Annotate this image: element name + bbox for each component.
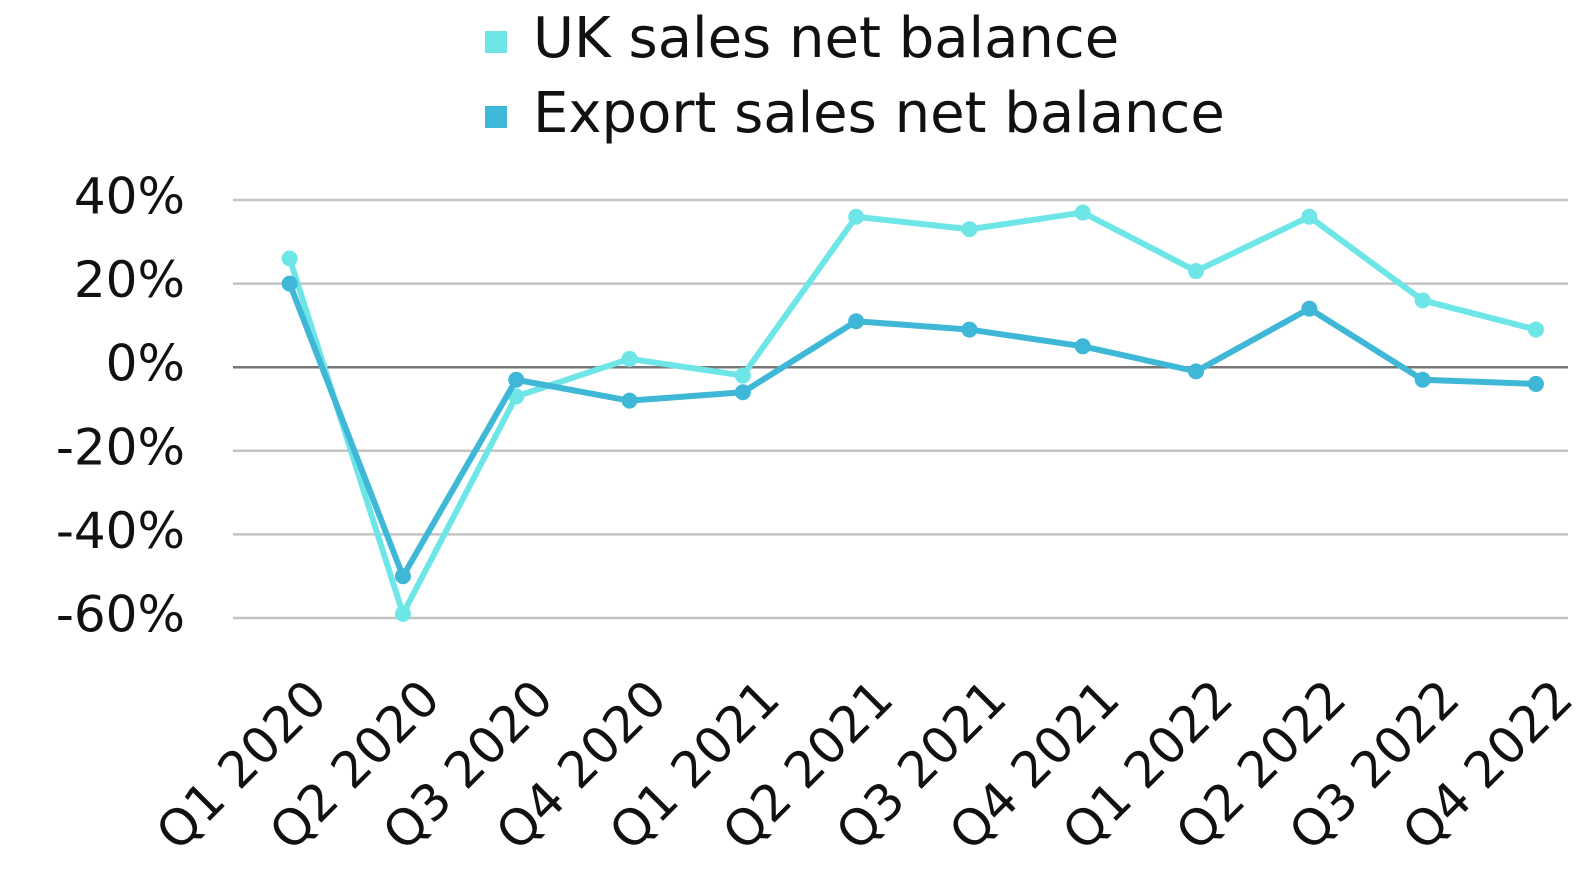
y-tick-label: -60% [56,586,185,644]
point [1074,338,1091,355]
legend-swatch [485,106,507,128]
y-tick-label: 20% [74,251,185,309]
y-tick-label: 40% [74,168,185,226]
point [621,350,638,367]
point [1074,204,1091,221]
y-tick-label: -40% [56,502,185,560]
point [394,605,411,622]
legend-swatch [485,31,507,53]
y-tick-label: 0% [106,335,185,393]
point [1301,208,1318,225]
point [621,392,638,409]
point [961,321,978,338]
point [1414,292,1431,309]
line [286,282,1537,580]
legend-label: Export sales net balance [533,81,1225,146]
point [1301,300,1318,317]
y-tick-label: -20% [56,418,185,476]
point [848,208,865,225]
point [734,367,751,384]
point [1414,371,1431,388]
legend-label: UK sales net balance [533,6,1119,71]
point [1527,375,1544,392]
point [961,221,978,238]
point [1188,363,1205,380]
point [281,250,298,267]
point [281,275,298,292]
point [734,384,751,401]
point [508,371,525,388]
line [286,209,1537,617]
point [1527,321,1544,338]
point [394,568,411,585]
point [1188,263,1205,280]
point [848,313,865,330]
